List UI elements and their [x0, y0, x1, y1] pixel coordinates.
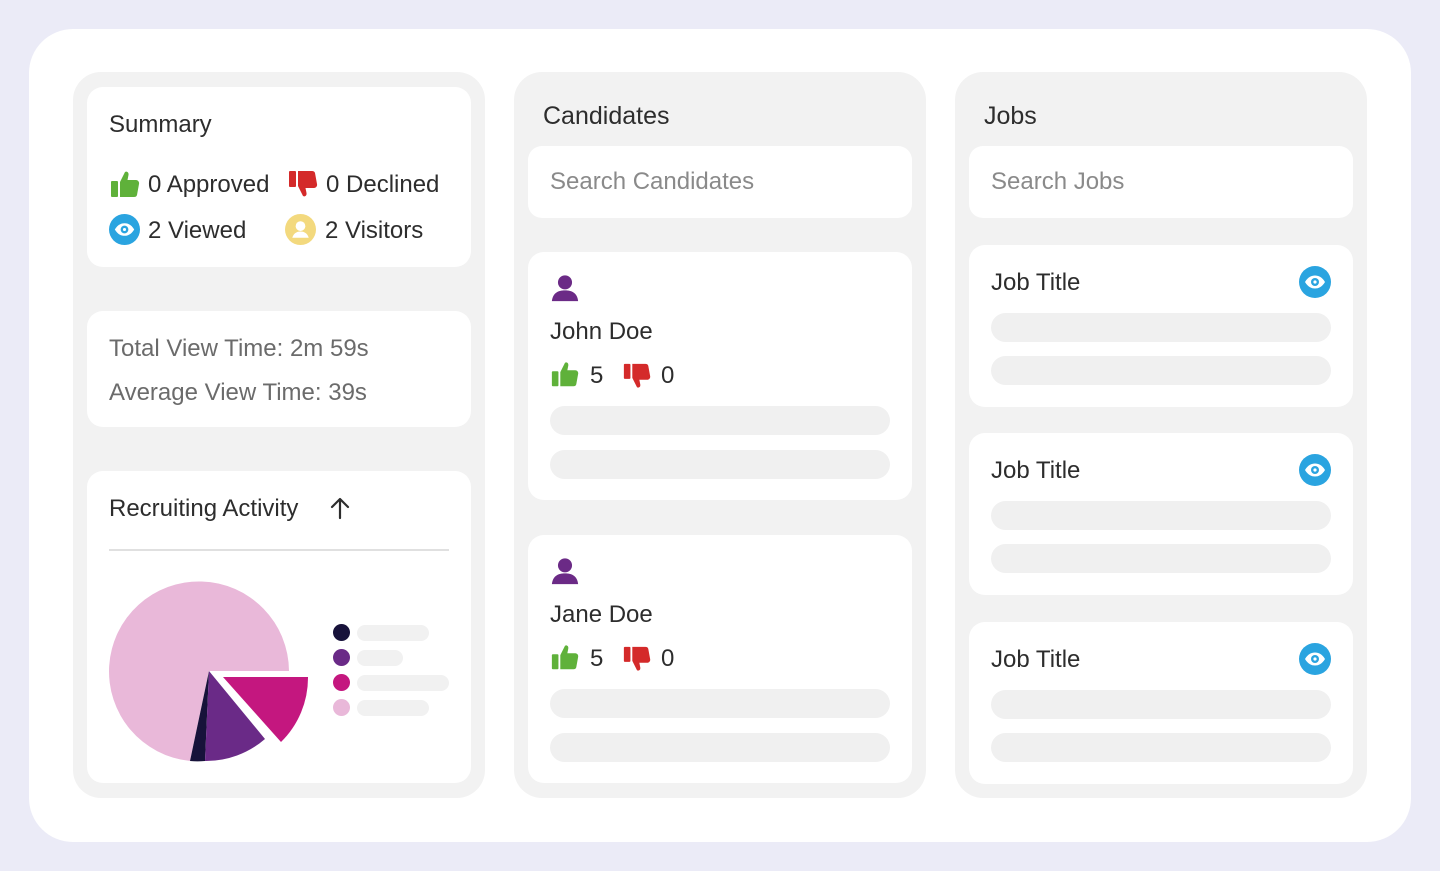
placeholder-line: [550, 406, 890, 435]
candidate-dislikes: 0: [661, 645, 675, 672]
eye-icon: [109, 214, 140, 245]
job-title: Job Title: [991, 269, 1081, 296]
pie-slice-purple: [205, 671, 265, 762]
candidates-column: Candidates John Doe 5 0 Jane Doe 5 0: [514, 72, 926, 798]
placeholder-line: [550, 450, 890, 479]
search-jobs-input[interactable]: [969, 146, 1353, 218]
legend-label: [357, 625, 429, 641]
placeholder-line: [550, 733, 890, 762]
pie-chart: [109, 581, 309, 762]
placeholder-line: [991, 690, 1331, 719]
summary-card: Summary 0 Approved 0 Declined 2 Viewed 2…: [87, 87, 471, 267]
approved-count: 0 Approved: [148, 171, 270, 198]
candidates-title: Candidates: [543, 102, 670, 130]
candidate-likes: 5: [590, 362, 604, 389]
legend-dot: [333, 699, 350, 716]
jobs-title: Jobs: [984, 102, 1037, 130]
thumbs-down-icon[interactable]: [622, 644, 652, 674]
thumbs-up-icon: [109, 168, 141, 200]
total-view-time: Total View Time: 2m 59s: [109, 335, 369, 362]
legend-dot: [333, 624, 350, 641]
average-view-time: Average View Time: 39s: [109, 379, 367, 406]
summary-column: Summary 0 Approved 0 Declined 2 Viewed 2…: [73, 72, 485, 798]
visitors-count: 2 Visitors: [325, 217, 424, 244]
placeholder-line: [991, 733, 1331, 762]
eye-icon[interactable]: [1299, 454, 1331, 486]
legend-label: [357, 650, 403, 666]
eye-icon[interactable]: [1299, 643, 1331, 675]
jobs-column: Jobs Job Title Job Title Job Title: [955, 72, 1367, 798]
candidate-card[interactable]: Jane Doe 5 0: [528, 535, 912, 783]
person-icon: [550, 556, 580, 586]
view-time-card: Total View Time: 2m 59s Average View Tim…: [87, 311, 471, 427]
search-candidates-input[interactable]: [528, 146, 912, 218]
person-icon: [550, 273, 580, 303]
job-title: Job Title: [991, 457, 1081, 484]
user-circle-icon: [285, 214, 316, 245]
viewed-count: 2 Viewed: [148, 217, 247, 244]
legend-label: [357, 675, 449, 691]
placeholder-line: [991, 501, 1331, 530]
summary-title: Summary: [109, 111, 212, 138]
arrow-up-icon[interactable]: [327, 496, 353, 522]
legend-dot: [333, 674, 350, 691]
thumbs-up-icon[interactable]: [550, 642, 580, 672]
job-card[interactable]: Job Title: [969, 433, 1353, 595]
thumbs-up-icon[interactable]: [550, 359, 580, 389]
placeholder-line: [991, 356, 1331, 385]
recruiting-activity-title: Recruiting Activity: [109, 495, 299, 522]
placeholder-line: [550, 689, 890, 718]
pie-slice-pink: [109, 581, 289, 761]
pie-slice-navy: [190, 671, 209, 762]
candidate-likes: 5: [590, 645, 604, 672]
candidate-card[interactable]: John Doe 5 0: [528, 252, 912, 500]
thumbs-down-icon: [287, 168, 319, 200]
job-card[interactable]: Job Title: [969, 245, 1353, 407]
placeholder-line: [991, 313, 1331, 342]
legend-dot: [333, 649, 350, 666]
placeholder-line: [991, 544, 1331, 573]
thumbs-down-icon[interactable]: [622, 361, 652, 391]
candidate-name: John Doe: [550, 318, 653, 345]
recruiting-activity-card: Recruiting Activity: [87, 471, 471, 783]
pie-slice-magenta: [223, 677, 309, 742]
declined-count: 0 Declined: [326, 171, 440, 198]
eye-icon[interactable]: [1299, 266, 1331, 298]
job-card[interactable]: Job Title: [969, 622, 1353, 784]
legend-label: [357, 700, 429, 716]
candidate-name: Jane Doe: [550, 601, 653, 628]
candidate-dislikes: 0: [661, 362, 675, 389]
divider: [109, 549, 449, 551]
job-title: Job Title: [991, 646, 1081, 673]
